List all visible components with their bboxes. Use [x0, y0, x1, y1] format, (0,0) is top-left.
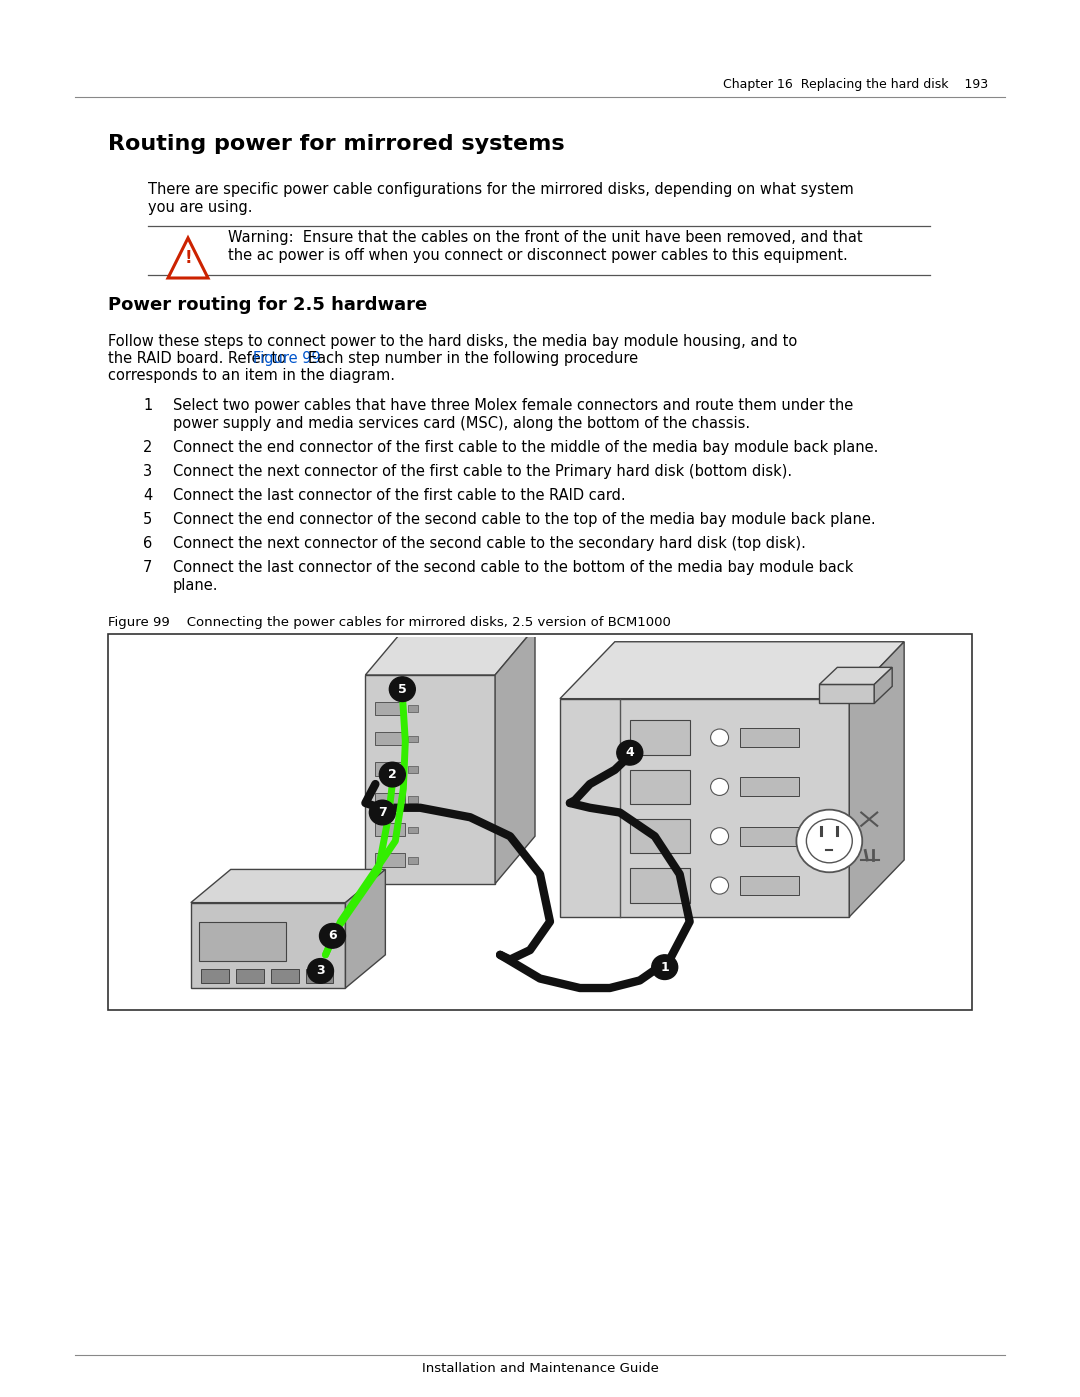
Polygon shape — [630, 770, 690, 805]
Bar — [108, 634, 972, 1010]
Text: 3: 3 — [143, 464, 152, 479]
Circle shape — [617, 740, 643, 766]
Text: Select two power cables that have three Molex female connectors and route them u: Select two power cables that have three … — [173, 398, 853, 414]
Polygon shape — [191, 869, 386, 902]
Bar — [740, 728, 799, 747]
Text: 5: 5 — [143, 511, 152, 527]
Circle shape — [807, 819, 852, 863]
Circle shape — [711, 778, 729, 795]
Circle shape — [651, 954, 677, 979]
Circle shape — [711, 827, 729, 845]
Text: Connect the next connector of the second cable to the secondary hard disk (top d: Connect the next connector of the second… — [173, 536, 806, 550]
Text: 7: 7 — [378, 806, 387, 819]
Text: Connect the end connector of the second cable to the top of the media bay module: Connect the end connector of the second … — [173, 511, 876, 527]
Text: you are using.: you are using. — [148, 200, 253, 215]
Text: !: ! — [185, 249, 192, 267]
Text: Connect the last connector of the first cable to the RAID card.: Connect the last connector of the first … — [173, 488, 625, 503]
Text: 2: 2 — [388, 768, 396, 781]
Bar — [740, 827, 799, 845]
Bar — [740, 876, 799, 895]
Polygon shape — [376, 763, 405, 775]
Text: 6: 6 — [143, 536, 152, 550]
Polygon shape — [199, 922, 285, 961]
Polygon shape — [408, 705, 418, 712]
Text: Chapter 16  Replacing the hard disk    193: Chapter 16 Replacing the hard disk 193 — [723, 78, 988, 91]
Text: 4: 4 — [143, 488, 152, 503]
Polygon shape — [559, 698, 849, 916]
Polygon shape — [820, 685, 874, 704]
Polygon shape — [346, 869, 386, 988]
Polygon shape — [630, 721, 690, 754]
Text: the RAID board. Refer to: the RAID board. Refer to — [108, 351, 286, 366]
Polygon shape — [376, 701, 405, 715]
Polygon shape — [408, 766, 418, 773]
Polygon shape — [271, 970, 298, 983]
Text: 7: 7 — [143, 560, 152, 576]
Text: Figure 99    Connecting the power cables for mirrored disks, 2.5 version of BCM1: Figure 99 Connecting the power cables fo… — [108, 616, 671, 629]
Text: 3: 3 — [316, 964, 325, 978]
Text: Connect the end connector of the first cable to the middle of the media bay modu: Connect the end connector of the first c… — [173, 440, 878, 455]
Text: There are specific power cable configurations for the mirrored disks, depending : There are specific power cable configura… — [148, 182, 854, 197]
Polygon shape — [820, 668, 892, 685]
Text: Warning:  Ensure that the cables on the front of the unit have been removed, and: Warning: Ensure that the cables on the f… — [228, 231, 863, 244]
Circle shape — [711, 729, 729, 746]
Polygon shape — [495, 627, 535, 884]
Text: power supply and media services card (MSC), along the bottom of the chassis.: power supply and media services card (MS… — [173, 416, 751, 432]
Text: 1: 1 — [660, 961, 670, 974]
Text: plane.: plane. — [173, 578, 218, 592]
Polygon shape — [376, 823, 405, 837]
Text: 1: 1 — [143, 398, 152, 414]
Circle shape — [796, 810, 862, 872]
Polygon shape — [408, 827, 418, 834]
Polygon shape — [365, 627, 535, 675]
Polygon shape — [191, 902, 346, 988]
Text: Routing power for mirrored systems: Routing power for mirrored systems — [108, 134, 565, 154]
Text: 4: 4 — [625, 746, 634, 759]
Text: the ac power is off when you connect or disconnect power cables to this equipmen: the ac power is off when you connect or … — [228, 249, 848, 263]
Polygon shape — [408, 736, 418, 742]
Polygon shape — [365, 675, 495, 884]
Text: Figure 99: Figure 99 — [253, 351, 321, 366]
Text: Installation and Maintenance Guide: Installation and Maintenance Guide — [421, 1362, 659, 1375]
Text: Power routing for 2.5 hardware: Power routing for 2.5 hardware — [108, 296, 428, 314]
Polygon shape — [306, 970, 334, 983]
Polygon shape — [408, 858, 418, 863]
Text: corresponds to an item in the diagram.: corresponds to an item in the diagram. — [108, 367, 395, 383]
Circle shape — [320, 923, 346, 949]
Text: 2: 2 — [143, 440, 152, 455]
Text: Connect the last connector of the second cable to the bottom of the media bay mo: Connect the last connector of the second… — [173, 560, 853, 576]
Polygon shape — [630, 819, 690, 854]
Polygon shape — [376, 732, 405, 745]
Polygon shape — [168, 237, 208, 278]
Circle shape — [390, 676, 416, 701]
Polygon shape — [874, 668, 892, 704]
Polygon shape — [408, 796, 418, 803]
Polygon shape — [849, 641, 904, 916]
Polygon shape — [376, 854, 405, 866]
Polygon shape — [201, 970, 229, 983]
Polygon shape — [559, 641, 904, 698]
Circle shape — [369, 800, 395, 824]
Polygon shape — [376, 792, 405, 806]
Circle shape — [379, 763, 405, 787]
Bar — [740, 777, 799, 796]
Text: 6: 6 — [328, 929, 337, 943]
Text: Each step number in the following procedure: Each step number in the following proced… — [308, 351, 638, 366]
Text: 5: 5 — [397, 683, 407, 696]
Text: Follow these steps to connect power to the hard disks, the media bay module hous: Follow these steps to connect power to t… — [108, 334, 797, 349]
Text: Connect the next connector of the first cable to the Primary hard disk (bottom d: Connect the next connector of the first … — [173, 464, 792, 479]
Polygon shape — [630, 869, 690, 902]
Circle shape — [308, 958, 334, 983]
Circle shape — [711, 877, 729, 894]
Polygon shape — [235, 970, 264, 983]
